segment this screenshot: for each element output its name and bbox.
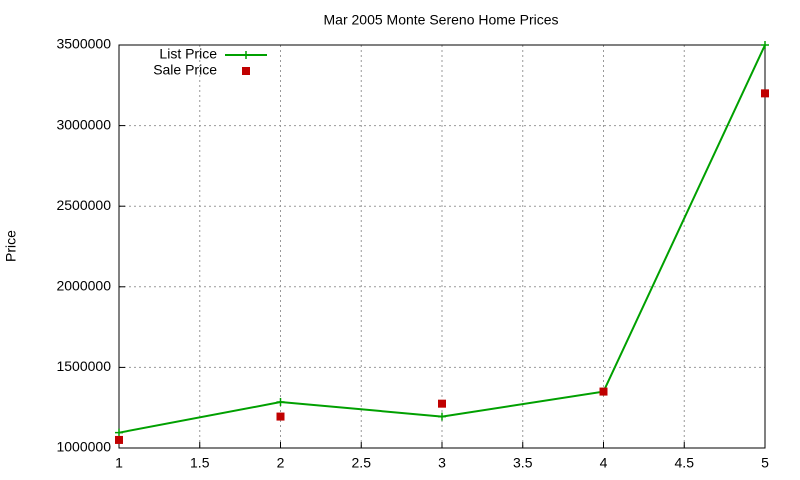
legend-label: List Price [159, 46, 217, 62]
plot-frame [118, 44, 766, 449]
point [438, 412, 446, 421]
y-tick-label: 2500000 [56, 197, 111, 213]
point [599, 387, 608, 396]
point [276, 398, 285, 407]
series-line [118, 44, 766, 434]
legend-marker [242, 51, 250, 59]
chart-title: Mar 2005 Monte Sereno Home Prices [324, 12, 559, 28]
point [438, 399, 446, 408]
y-tick-label: 3500000 [56, 36, 111, 52]
y-axis-label: Price [3, 230, 19, 262]
point [115, 435, 123, 444]
x-tick-label: 2 [277, 455, 285, 471]
x-tick-label: 2.5 [352, 455, 372, 471]
x-tick-label: 4.5 [675, 455, 695, 471]
point [761, 89, 769, 98]
point [761, 41, 769, 49]
y-tick-label: 1500000 [56, 358, 111, 374]
y-tick-label: 1000000 [56, 439, 111, 455]
y-tick-label: 2000000 [56, 278, 111, 294]
x-tick-label: 1 [115, 455, 123, 471]
x-tick-label: 3.5 [513, 455, 533, 471]
x-tick-label: 3 [438, 455, 446, 471]
legend-marker [242, 67, 250, 75]
point [115, 428, 123, 437]
y-tick-label: 3000000 [56, 116, 111, 132]
x-tick-label: 5 [761, 455, 769, 471]
x-tick-label: 4 [600, 455, 608, 471]
legend-label: Sale Price [153, 62, 217, 78]
point [276, 412, 285, 421]
x-tick-label: 1.5 [190, 455, 210, 471]
